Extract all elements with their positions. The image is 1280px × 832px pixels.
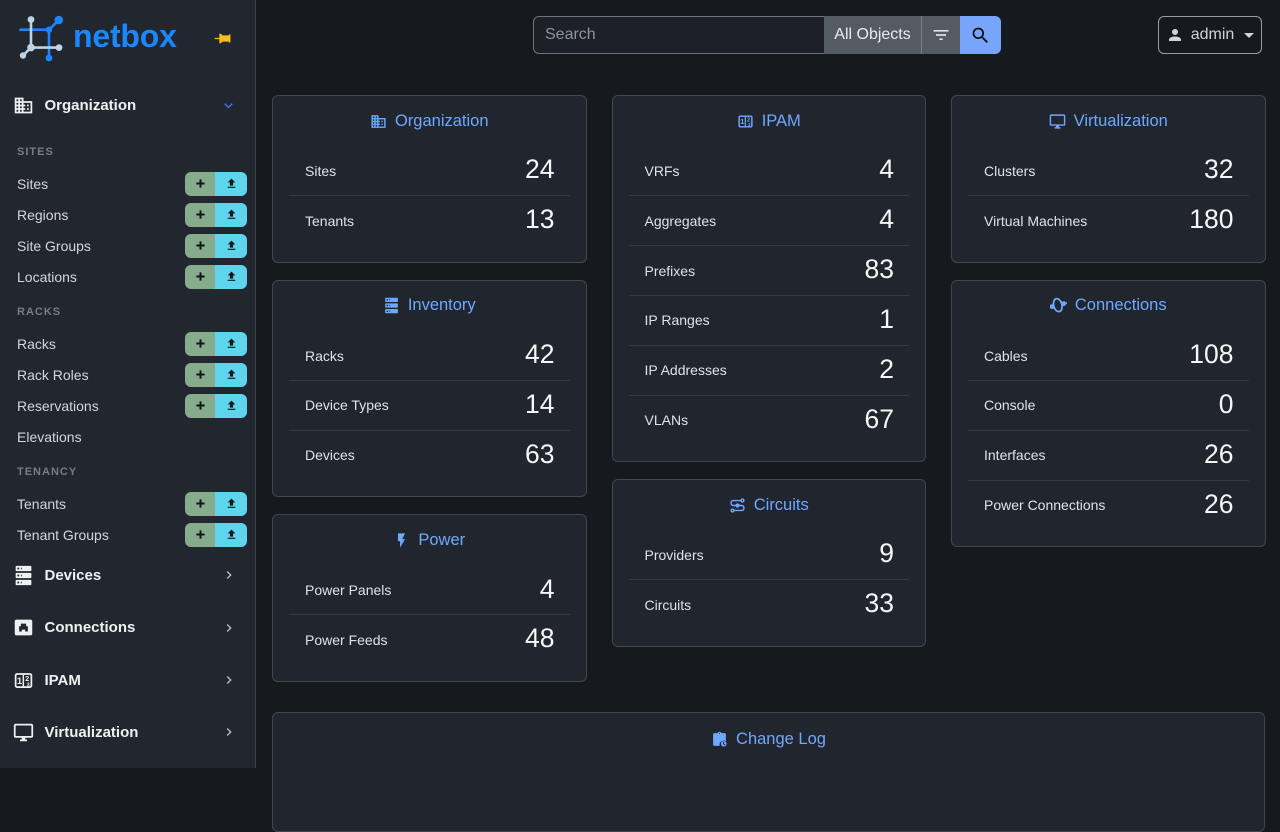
svg-text:3: 3 [748,122,751,127]
svg-text:2: 2 [25,675,29,682]
svg-text:1: 1 [740,117,744,126]
svg-text:1: 1 [17,675,22,685]
svg-text:3: 3 [27,682,30,688]
svg-text:2: 2 [747,117,750,123]
